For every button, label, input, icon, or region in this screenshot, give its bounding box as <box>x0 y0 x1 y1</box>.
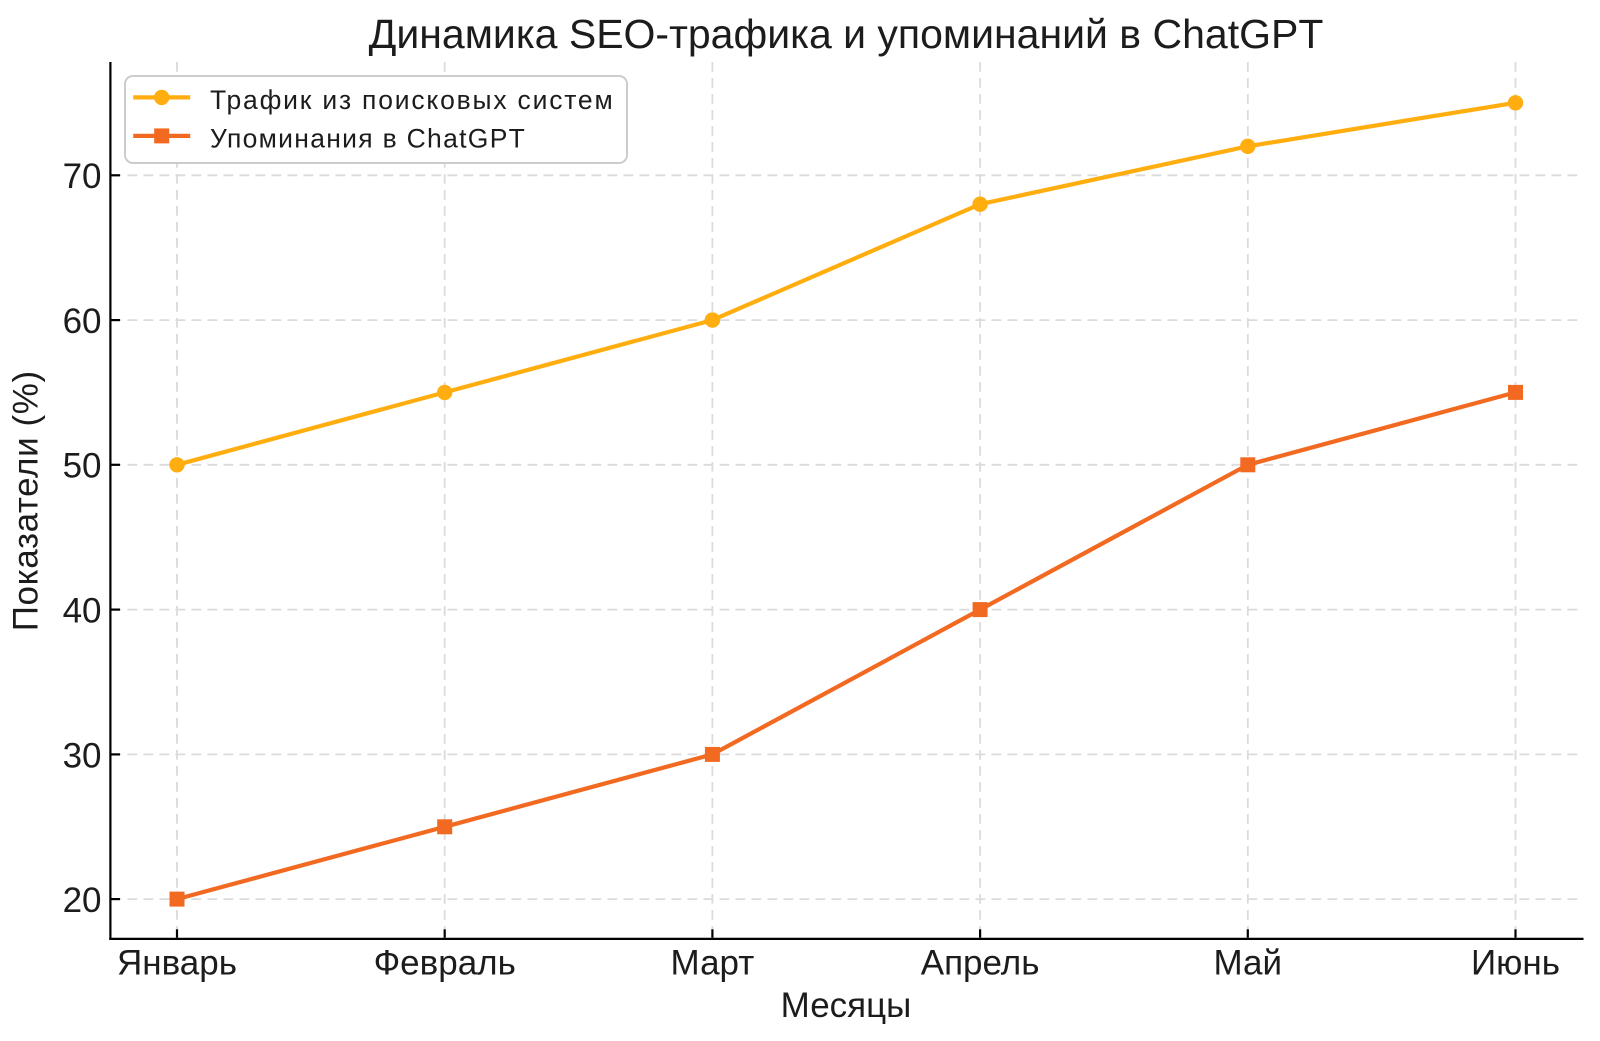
svg-text:Показатели (%): Показатели (%) <box>7 370 46 631</box>
svg-text:Динамика SEO-трафика и упомина: Динамика SEO-трафика и упоминаний в Chat… <box>369 11 1324 57</box>
svg-text:40: 40 <box>63 592 102 631</box>
svg-text:Апрель: Апрель <box>921 944 1040 983</box>
svg-text:Месяцы: Месяцы <box>781 986 912 1025</box>
svg-text:50: 50 <box>63 447 102 486</box>
svg-text:Март: Март <box>671 944 755 983</box>
svg-text:70: 70 <box>63 157 102 196</box>
svg-text:30: 30 <box>63 736 102 775</box>
svg-text:20: 20 <box>63 881 102 920</box>
svg-text:Май: Май <box>1214 944 1283 983</box>
svg-text:Январь: Январь <box>117 944 237 983</box>
svg-text:Упоминания в ChatGPT: Упоминания в ChatGPT <box>210 124 526 154</box>
svg-text:Июнь: Июнь <box>1471 944 1560 983</box>
svg-text:Февраль: Февраль <box>374 944 516 983</box>
svg-text:Трафик из поисковых систем: Трафик из поисковых систем <box>210 85 614 115</box>
svg-text:60: 60 <box>63 302 102 341</box>
